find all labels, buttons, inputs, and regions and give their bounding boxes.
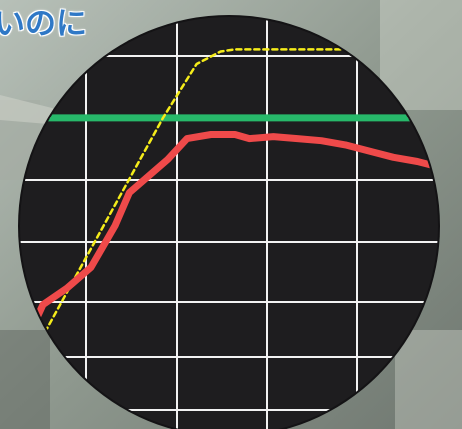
headline-text: いのに [0, 6, 87, 42]
measured-curve [20, 131, 438, 379]
